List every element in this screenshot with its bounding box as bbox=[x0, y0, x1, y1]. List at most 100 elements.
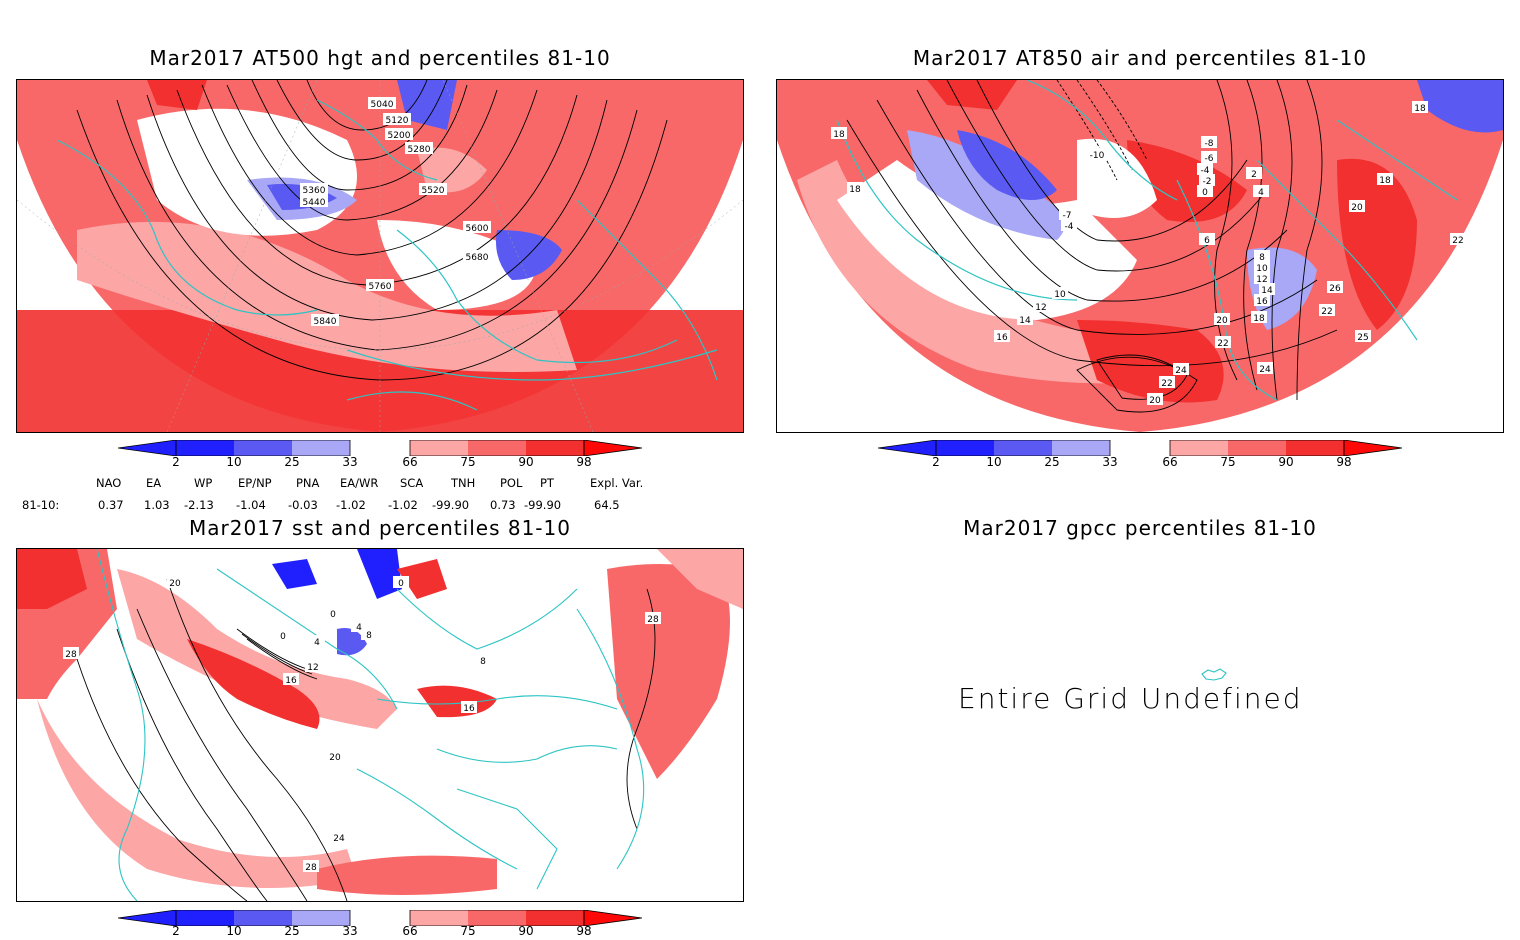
contour-label: 24 bbox=[331, 831, 347, 844]
svg-text:10: 10 bbox=[1256, 264, 1268, 274]
colorbar-at850: 2 10 25 33 66 75 90 98 bbox=[878, 440, 1402, 476]
contour-label: -2 bbox=[1199, 174, 1215, 187]
svg-text:16: 16 bbox=[996, 333, 1008, 343]
svg-text:24: 24 bbox=[333, 834, 345, 844]
contour-label: 18 bbox=[1377, 173, 1393, 186]
colorbar-sst: 2 10 25 33 66 75 90 98 bbox=[118, 910, 642, 940]
svg-text:0: 0 bbox=[280, 632, 286, 642]
index-value: 64.5 bbox=[594, 498, 620, 512]
svg-text:5680: 5680 bbox=[466, 253, 489, 263]
contour-label: 28 bbox=[303, 860, 319, 873]
index-value: -1.02 bbox=[336, 498, 366, 512]
contour-label: 22 bbox=[1159, 376, 1175, 389]
svg-text:24: 24 bbox=[1175, 366, 1187, 376]
svg-text:5360: 5360 bbox=[303, 186, 326, 196]
colorbar-tick: 90 bbox=[518, 455, 534, 469]
colorbar-tick: 2 bbox=[172, 924, 180, 938]
panel-title-sst: Mar2017 sst and percentiles 81-10 bbox=[189, 516, 571, 540]
contour-label: -4 bbox=[1061, 219, 1077, 232]
colorbar-tick: 10 bbox=[226, 455, 242, 469]
contour-label: 14 bbox=[1017, 313, 1033, 326]
colorbar-tick: 25 bbox=[1044, 455, 1060, 469]
contour-label: 2 bbox=[1246, 167, 1262, 180]
contour-label: 18 bbox=[831, 127, 847, 140]
contour-label: 5040 bbox=[368, 97, 396, 110]
contour-label: 0 bbox=[393, 576, 409, 589]
colorbar-at500: 2 10 25 33 66 75 90 98 bbox=[118, 440, 642, 476]
contour-label: -4 bbox=[1197, 163, 1213, 176]
contour-label: 10 bbox=[1254, 261, 1270, 274]
svg-text:5520: 5520 bbox=[422, 186, 445, 196]
index-header: SCA bbox=[400, 476, 424, 490]
contour-label: 20 bbox=[1349, 200, 1365, 213]
contour-label: 12 bbox=[1254, 272, 1270, 285]
colorbar-tick: 10 bbox=[986, 455, 1002, 469]
map-sst: 20 28 0 0 4 8 12 16 16 20 24 28 28 4 8 0 bbox=[16, 548, 744, 902]
contour-label: 16 bbox=[994, 330, 1010, 343]
svg-text:20: 20 bbox=[329, 753, 341, 763]
contour-label: 5360 bbox=[300, 183, 328, 196]
contour-label: 0 bbox=[325, 607, 341, 620]
svg-text:4: 4 bbox=[314, 638, 320, 648]
svg-text:0: 0 bbox=[330, 610, 336, 620]
contour-label: -6 bbox=[1201, 151, 1217, 164]
svg-text:14: 14 bbox=[1019, 316, 1031, 326]
contour-label: 8 bbox=[475, 654, 491, 667]
colorbar-tick: 25 bbox=[284, 455, 300, 469]
svg-text:5040: 5040 bbox=[371, 100, 394, 110]
contour-label: -7 bbox=[1059, 208, 1075, 221]
svg-text:8: 8 bbox=[1259, 253, 1265, 263]
svg-text:12: 12 bbox=[307, 663, 318, 673]
svg-text:-7: -7 bbox=[1063, 211, 1072, 221]
contour-label: 18 bbox=[847, 182, 863, 195]
contour-label: 5680 bbox=[463, 250, 491, 263]
colorbar-tick: 66 bbox=[402, 924, 418, 938]
contour-label: 5520 bbox=[419, 183, 447, 196]
index-value: -99.90 bbox=[432, 498, 470, 512]
index-value: 0.73 bbox=[490, 498, 516, 512]
svg-text:18: 18 bbox=[833, 130, 845, 140]
contour-label: 12 bbox=[305, 660, 321, 673]
svg-text:28: 28 bbox=[647, 615, 659, 625]
svg-text:12: 12 bbox=[1256, 275, 1267, 285]
map-gpcc: Entire Grid Undefined bbox=[776, 548, 1502, 900]
contour-label: 18 bbox=[1412, 101, 1428, 114]
contour-label: -10 bbox=[1087, 148, 1107, 161]
index-value: 1.03 bbox=[144, 498, 170, 512]
svg-text:-4: -4 bbox=[1065, 222, 1074, 232]
index-header: EA bbox=[146, 476, 162, 490]
contour-label: 20 bbox=[1214, 313, 1230, 326]
contour-label: 5280 bbox=[405, 142, 433, 155]
contour-label: 0 bbox=[1197, 185, 1213, 198]
index-value: -99.90 bbox=[524, 498, 562, 512]
map-at850-air: 18 18 -8 -6 -4 -2 0 2 4 -10 -7 -4 6 8 10… bbox=[776, 79, 1504, 433]
colorbar-tick: 90 bbox=[518, 924, 534, 938]
contour-label: 5120 bbox=[383, 113, 411, 126]
svg-text:22: 22 bbox=[1161, 379, 1172, 389]
svg-text:-10: -10 bbox=[1090, 151, 1105, 161]
svg-text:0: 0 bbox=[1202, 188, 1208, 198]
index-value: -0.03 bbox=[288, 498, 318, 512]
contour-label: 5840 bbox=[311, 314, 339, 327]
contour-label: 22 bbox=[1319, 304, 1335, 317]
svg-text:5200: 5200 bbox=[388, 131, 411, 141]
contour-label: 16 bbox=[461, 701, 477, 714]
colorbar-tick: 25 bbox=[284, 924, 300, 938]
panel-title-at500: Mar2017 AT500 hgt and percentiles 81-10 bbox=[149, 46, 611, 70]
contour-label: 28 bbox=[63, 647, 79, 660]
undefined-grid-message: Entire Grid Undefined bbox=[958, 682, 1303, 715]
colorbar-tick: 10 bbox=[226, 924, 242, 938]
colorbar-tick: 75 bbox=[460, 924, 476, 938]
svg-text:10: 10 bbox=[1054, 290, 1066, 300]
contour-label: 12 bbox=[1033, 300, 1049, 313]
colorbar-tick: 66 bbox=[1162, 455, 1178, 469]
index-header: EA/WR bbox=[340, 476, 379, 490]
colorbar-tick: 98 bbox=[576, 455, 592, 469]
colorbar-tick: 2 bbox=[932, 455, 940, 469]
colorbar-tick: 33 bbox=[342, 455, 358, 469]
contour-label: 24 bbox=[1257, 362, 1273, 375]
contour-label: 16 bbox=[283, 673, 299, 686]
svg-text:-6: -6 bbox=[1205, 154, 1214, 164]
contour-label: 26 bbox=[1327, 281, 1343, 294]
svg-text:5600: 5600 bbox=[466, 224, 489, 234]
